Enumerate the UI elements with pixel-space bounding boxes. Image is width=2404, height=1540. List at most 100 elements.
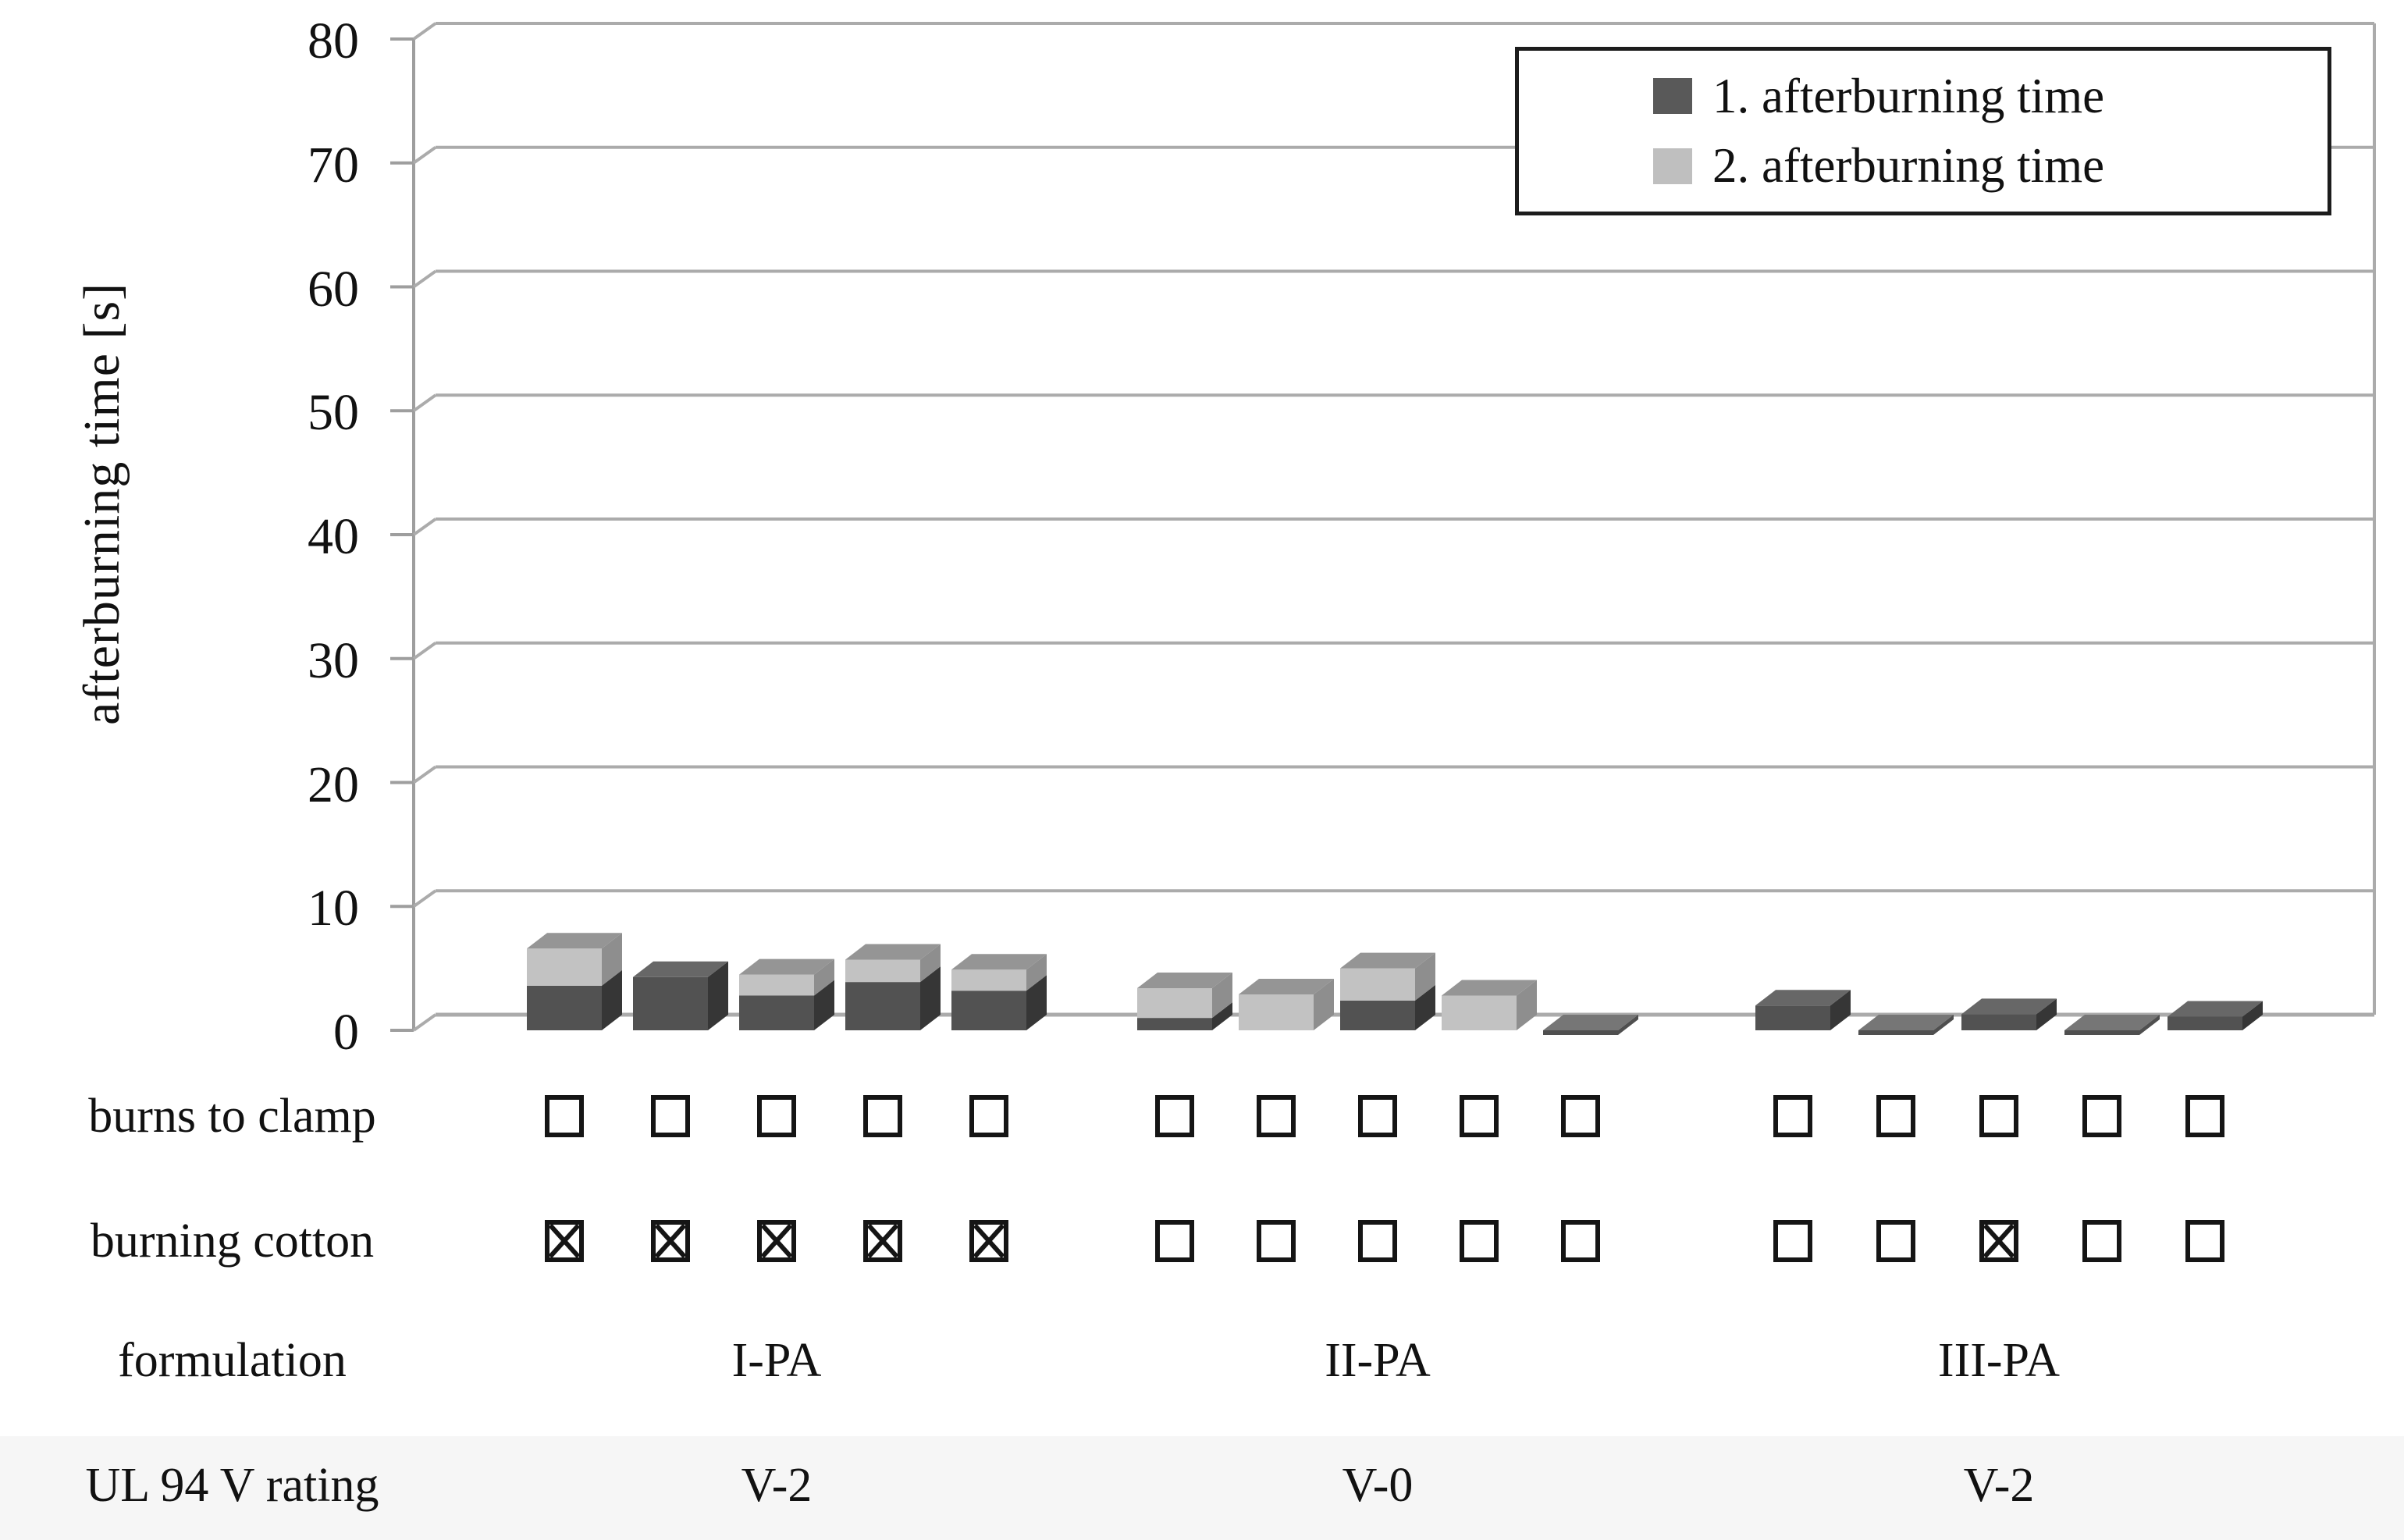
bar-II-PA-1-s2-side [1212,973,1232,1019]
bar-II-PA-3-s1-side [1415,984,1435,1030]
bar-III-PA-1-s1-side [1830,990,1851,1030]
y-tick-label-60: 60 [308,260,359,318]
tick-depth-connector [412,146,437,165]
bar-I-PA-1-s2-side [602,933,622,986]
bar-III-PA-4-zero-lip [2064,1030,2139,1035]
checkbox-burning-cotton-I-PA-2 [651,1220,690,1262]
y-axis-title: afterburning time [s] [73,282,130,725]
tick-depth-connector [412,393,437,412]
checkbox-burning-cotton-II-PA-2 [1257,1220,1296,1262]
bar-III-PA-1-s1-front [1755,1005,1830,1030]
bar-III-PA-5-s1-front [2168,1016,2242,1030]
tick-depth-connector [412,642,437,660]
tick-depth-connector [412,1013,437,1032]
checkbox-burning-cotton-I-PA-5 [969,1220,1008,1262]
bar-II-PA-1-top [1137,973,1232,989]
bar-III-PA-5-s1-side [2242,1001,2263,1030]
checkbox-burns-to-clamp-III-PA-2 [1876,1095,1915,1137]
bar-I-PA-5-s2-front [951,969,1026,991]
bar-II-PA-2-s2-front [1239,994,1314,1030]
bar-I-PA-2-s1-side [708,961,728,1030]
bar-I-PA-5-s1-side [1026,975,1047,1030]
rating-label-3: V-2 [1963,1459,2035,1512]
y-tick-label-0: 0 [333,1004,359,1061]
group-label-1: I-PA [731,1334,822,1387]
bar-II-PA-5-zero-top [1543,1015,1638,1030]
bar-II-PA-5-zero-lip [1543,1030,1618,1035]
y-tick-label-40: 40 [308,508,359,565]
bar-II-PA-1-s1-side [1212,1002,1232,1030]
checkbox-burning-cotton-I-PA-1 [545,1220,584,1262]
checkbox-burning-cotton-II-PA-1 [1155,1220,1194,1262]
bar-I-PA-4-s2-side [920,944,941,983]
bar-I-PA-1-s1-front [527,985,602,1030]
bar-III-PA-2-zero-lip [1858,1030,1933,1035]
bar-II-PA-4-s2-front [1442,995,1517,1030]
tick-depth-connector [412,269,437,289]
bar-III-PA-3-s1-front [1961,1014,2036,1030]
checkbox-burns-to-clamp-III-PA-1 [1773,1095,1812,1137]
row-label-burning-cotton: burning cotton [90,1215,375,1268]
y-tick-label-30: 30 [308,631,359,689]
tick-depth-connector [412,22,437,41]
bar-I-PA-2-top [633,961,728,977]
row-label-ul94-rating: UL 94 V rating [85,1459,379,1512]
checkbox-burns-to-clamp-I-PA-2 [651,1095,690,1137]
bar-I-PA-1-top [527,933,622,949]
bar-I-PA-3-top [739,958,834,975]
y-tick-label-80: 80 [308,12,359,69]
bar-I-PA-3-s1-front [739,995,814,1030]
checkbox-burns-to-clamp-II-PA-2 [1257,1095,1296,1137]
bar-II-PA-3-top [1340,952,1435,969]
checkbox-burns-to-clamp-III-PA-3 [1979,1095,2018,1137]
rating-label-2: V-0 [1342,1459,1414,1512]
checkbox-burning-cotton-III-PA-4 [2082,1220,2121,1262]
bar-II-PA-1-s2-front [1137,988,1212,1019]
legend-swatch-series2 [1653,148,1692,184]
bar-II-PA-4-s2-side [1517,980,1537,1030]
bar-II-PA-2-s2-side [1314,978,1334,1030]
bar-III-PA-2-zero-top [1858,1015,1954,1030]
legend-row-2: 2. afterburning time [1653,141,2328,190]
checkbox-burning-cotton-III-PA-1 [1773,1220,1812,1262]
checkbox-burning-cotton-II-PA-3 [1358,1220,1397,1262]
bar-II-PA-1-s1-front [1137,1018,1212,1030]
tick-depth-connector [412,765,437,784]
y-tick-label-10: 10 [308,880,359,937]
checkbox-burning-cotton-I-PA-3 [757,1220,796,1262]
bar-I-PA-3-s2-side [814,958,834,996]
bar-I-PA-5-top [951,954,1047,970]
bar-III-PA-1-top [1755,990,1851,1006]
y-tick-label-70: 70 [308,136,359,194]
bar-I-PA-5-s1-front [951,991,1026,1030]
bar-I-PA-4-s1-side [920,966,941,1030]
bar-I-PA-1-s1-side [602,969,622,1030]
bar-II-PA-5-zero-side [1618,1015,1638,1035]
checkbox-burns-to-clamp-II-PA-3 [1358,1095,1397,1137]
checkbox-burning-cotton-III-PA-2 [1876,1220,1915,1262]
checkbox-burns-to-clamp-I-PA-3 [757,1095,796,1137]
legend-label-series1: 1. afterburning time [1712,68,2105,123]
checkbox-burning-cotton-I-PA-4 [863,1220,902,1262]
checkbox-burning-cotton-II-PA-5 [1561,1220,1600,1262]
checkbox-burning-cotton-III-PA-3 [1979,1220,2018,1262]
legend: 1. afterburning time 2. afterburning tim… [1515,47,2331,215]
bar-I-PA-4-s1-front [845,982,920,1030]
bar-II-PA-3-s1-front [1340,1000,1415,1030]
group-label-3: III-PA [1937,1334,2061,1387]
bar-I-PA-4-s2-front [845,959,920,983]
bar-I-PA-3-s1-side [814,980,834,1030]
bar-III-PA-3-s1-side [2036,998,2057,1030]
bar-III-PA-4-zero-top [2064,1015,2160,1030]
checkbox-burns-to-clamp-I-PA-5 [969,1095,1008,1137]
checkbox-burning-cotton-III-PA-5 [2185,1220,2224,1262]
bar-I-PA-5-s2-side [1026,954,1047,991]
bar-II-PA-3-s2-side [1415,952,1435,1001]
legend-label-series2: 2. afterburning time [1712,138,2105,194]
bar-III-PA-3-top [1961,998,2057,1015]
legend-swatch-series1 [1653,78,1692,115]
bar-III-PA-4-zero-side [2139,1015,2160,1035]
checkbox-burns-to-clamp-III-PA-4 [2082,1095,2121,1137]
